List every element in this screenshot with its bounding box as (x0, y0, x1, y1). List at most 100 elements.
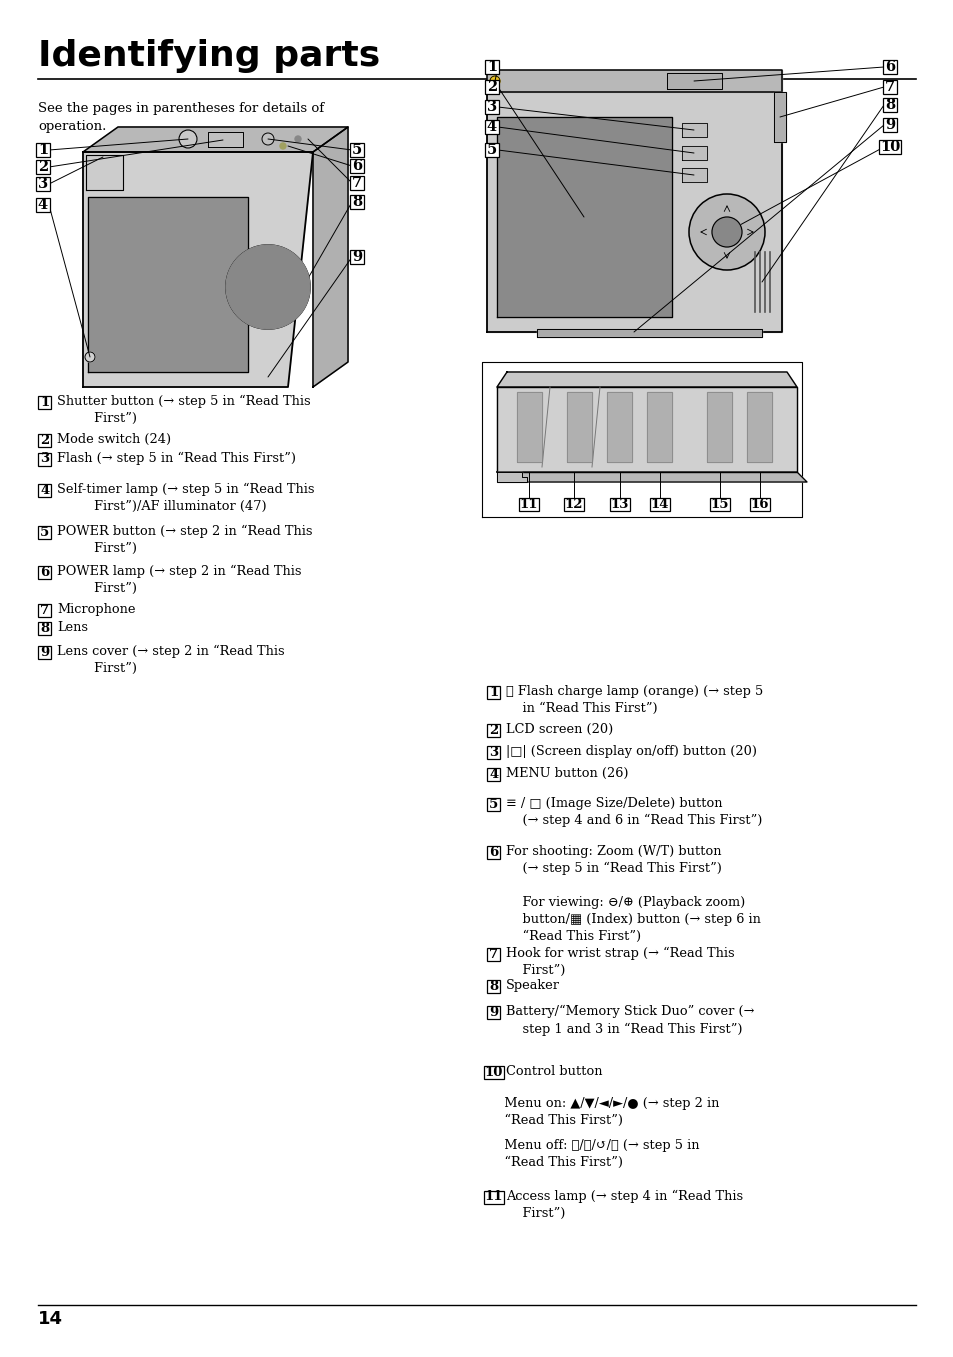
FancyBboxPatch shape (518, 498, 538, 510)
FancyBboxPatch shape (350, 142, 364, 157)
Circle shape (233, 252, 303, 322)
Polygon shape (606, 392, 631, 461)
FancyBboxPatch shape (36, 176, 51, 191)
Text: Shutter button (→ step 5 in “Read This
         First”): Shutter button (→ step 5 in “Read This F… (57, 395, 311, 425)
Polygon shape (773, 92, 785, 142)
Text: 2: 2 (489, 723, 498, 737)
Text: 5: 5 (40, 525, 50, 539)
Circle shape (262, 133, 274, 145)
Polygon shape (86, 155, 123, 190)
Text: Mode switch (24): Mode switch (24) (57, 433, 171, 446)
FancyBboxPatch shape (38, 604, 51, 616)
FancyBboxPatch shape (38, 525, 51, 539)
Text: 16: 16 (750, 498, 768, 510)
FancyBboxPatch shape (487, 845, 500, 859)
Polygon shape (746, 392, 771, 461)
Text: 7: 7 (489, 947, 498, 961)
FancyBboxPatch shape (483, 1190, 503, 1204)
Text: 7: 7 (884, 80, 894, 94)
Text: Lens: Lens (57, 622, 88, 634)
Text: Lens cover (→ step 2 in “Read This
         First”): Lens cover (→ step 2 in “Read This First… (57, 645, 284, 676)
FancyBboxPatch shape (350, 176, 364, 190)
FancyBboxPatch shape (38, 646, 51, 658)
Circle shape (711, 217, 741, 247)
FancyBboxPatch shape (484, 142, 498, 157)
Text: 8: 8 (352, 195, 362, 209)
Text: 3: 3 (38, 176, 48, 191)
Text: ⚡ Flash charge lamp (orange) (→ step 5
    in “Read This First”): ⚡ Flash charge lamp (orange) (→ step 5 i… (505, 685, 762, 715)
Text: POWER lamp (→ step 2 in “Read This
         First”): POWER lamp (→ step 2 in “Read This First… (57, 565, 301, 596)
Text: Menu on: ▲/▼/◄/►/● (→ step 2 in
   “Read This First”): Menu on: ▲/▼/◄/►/● (→ step 2 in “Read Th… (492, 1096, 719, 1128)
Text: 12: 12 (564, 498, 582, 510)
Polygon shape (681, 168, 706, 182)
Text: 8: 8 (489, 980, 498, 992)
Text: POWER button (→ step 2 in “Read This
         First”): POWER button (→ step 2 in “Read This Fir… (57, 525, 313, 555)
Text: 5: 5 (352, 142, 362, 157)
FancyBboxPatch shape (878, 140, 900, 155)
FancyBboxPatch shape (487, 1006, 500, 1019)
Polygon shape (681, 123, 706, 137)
Text: 2: 2 (486, 80, 497, 94)
Text: 2: 2 (38, 160, 48, 174)
Text: Speaker: Speaker (505, 978, 559, 992)
Circle shape (85, 351, 95, 362)
FancyBboxPatch shape (882, 98, 896, 113)
Text: 13: 13 (610, 498, 629, 510)
Text: MENU button (26): MENU button (26) (505, 767, 628, 780)
Text: 9: 9 (40, 646, 50, 658)
Text: 6: 6 (884, 60, 894, 75)
Text: 4: 4 (486, 119, 497, 134)
Text: 9: 9 (352, 250, 362, 265)
Polygon shape (537, 328, 761, 337)
Text: Identifying parts: Identifying parts (38, 39, 380, 73)
FancyBboxPatch shape (38, 395, 51, 408)
Text: 1: 1 (40, 395, 50, 408)
FancyBboxPatch shape (38, 433, 51, 446)
FancyBboxPatch shape (483, 1065, 503, 1079)
Text: 8: 8 (884, 98, 894, 113)
FancyBboxPatch shape (649, 498, 669, 510)
Text: For shooting: Zoom (W/T) button
    (→ step 5 in “Read This First”)

    For vie: For shooting: Zoom (W/T) button (→ step … (505, 845, 760, 943)
FancyBboxPatch shape (36, 198, 51, 212)
Text: Hook for wrist strap (→ “Read This
    First”): Hook for wrist strap (→ “Read This First… (505, 947, 734, 977)
Polygon shape (83, 128, 348, 152)
Circle shape (226, 246, 310, 328)
Circle shape (253, 273, 282, 301)
FancyBboxPatch shape (487, 745, 500, 759)
FancyBboxPatch shape (487, 947, 500, 961)
Text: ≡ / □ (Image Size/Delete) button
    (→ step 4 and 6 in “Read This First”): ≡ / □ (Image Size/Delete) button (→ step… (505, 797, 761, 828)
Text: 1: 1 (38, 142, 48, 157)
Text: |□| (Screen display on/off) button (20): |□| (Screen display on/off) button (20) (505, 745, 757, 759)
Circle shape (243, 262, 293, 312)
Text: 4: 4 (40, 483, 50, 497)
Polygon shape (497, 472, 806, 482)
Polygon shape (666, 73, 721, 90)
Circle shape (490, 76, 499, 85)
Text: LCD screen (20): LCD screen (20) (505, 723, 613, 735)
FancyBboxPatch shape (484, 60, 498, 75)
Circle shape (260, 280, 275, 294)
Text: 5: 5 (489, 798, 498, 810)
FancyBboxPatch shape (882, 60, 896, 75)
Text: 1: 1 (489, 685, 498, 699)
Polygon shape (646, 392, 671, 461)
Text: 3: 3 (489, 745, 498, 759)
Text: 11: 11 (484, 1190, 503, 1204)
Text: 2: 2 (40, 433, 50, 446)
FancyBboxPatch shape (749, 498, 769, 510)
FancyBboxPatch shape (38, 483, 51, 497)
Circle shape (294, 136, 301, 142)
Polygon shape (497, 117, 671, 318)
Text: 4: 4 (489, 768, 498, 780)
Polygon shape (208, 132, 243, 147)
Polygon shape (497, 472, 526, 482)
Text: 8: 8 (40, 622, 50, 635)
Text: 9: 9 (489, 1006, 498, 1019)
Polygon shape (566, 392, 592, 461)
Circle shape (280, 142, 286, 149)
Text: 14: 14 (650, 498, 669, 510)
FancyBboxPatch shape (350, 250, 364, 265)
Polygon shape (486, 71, 781, 92)
Text: 7: 7 (352, 176, 362, 190)
Text: Access lamp (→ step 4 in “Read This
    First”): Access lamp (→ step 4 in “Read This Firs… (505, 1190, 742, 1220)
